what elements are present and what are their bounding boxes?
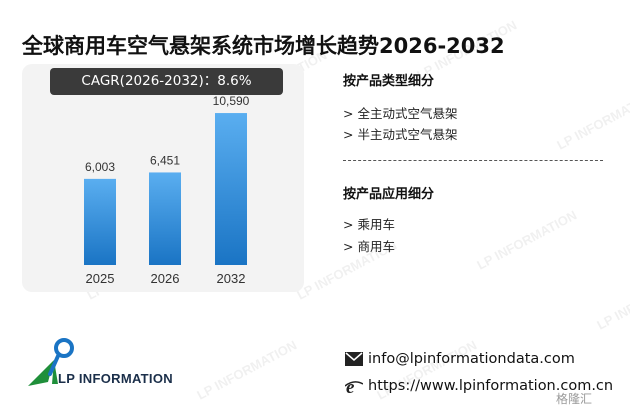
segment-application-item: > 商用车 [343, 239, 395, 254]
email-text[interactable]: info@lpinformationdata.com [368, 351, 575, 367]
website-text[interactable]: https://www.lpinformation.com.cn [368, 378, 614, 394]
bar-value-label: 6,451 [150, 153, 180, 167]
envelope-icon [345, 352, 363, 366]
bar-2032 [215, 113, 247, 265]
bar-value-label: 6,003 [85, 160, 115, 174]
category-label: 2026 [151, 271, 180, 286]
bar-2026 [149, 172, 181, 265]
segment-divider [343, 160, 603, 161]
bar-value-label: 10,590 [213, 94, 250, 108]
bar-2025 [84, 178, 116, 265]
corner-watermark: 格隆汇 [556, 392, 593, 406]
page-title: 全球商用车空气悬架系统市场增长趋势2026-2032 [22, 34, 505, 58]
segment-type-item: > 全主动式空气悬架 [343, 106, 458, 121]
category-label: 2025 [86, 271, 115, 286]
svg-text:e: e [346, 377, 355, 395]
segment-type-item: > 半主动式空气悬架 [343, 127, 458, 142]
lp-logo-icon [28, 338, 74, 386]
segment-application-item: > 乘用车 [343, 217, 395, 232]
logo-text: LP INFORMATION [58, 371, 173, 386]
cagr-badge: CAGR(2026-2032)：8.6% [50, 68, 283, 95]
segment-type-heading: 按产品类型细分 [343, 74, 435, 89]
contact-website[interactable]: e https://www.lpinformation.com.cn [345, 377, 613, 395]
category-label: 2032 [217, 271, 246, 286]
globe-e-icon: e [345, 377, 363, 395]
segment-application-heading: 按产品应用细分 [343, 187, 435, 202]
contact-email[interactable]: info@lpinformationdata.com [345, 351, 575, 367]
